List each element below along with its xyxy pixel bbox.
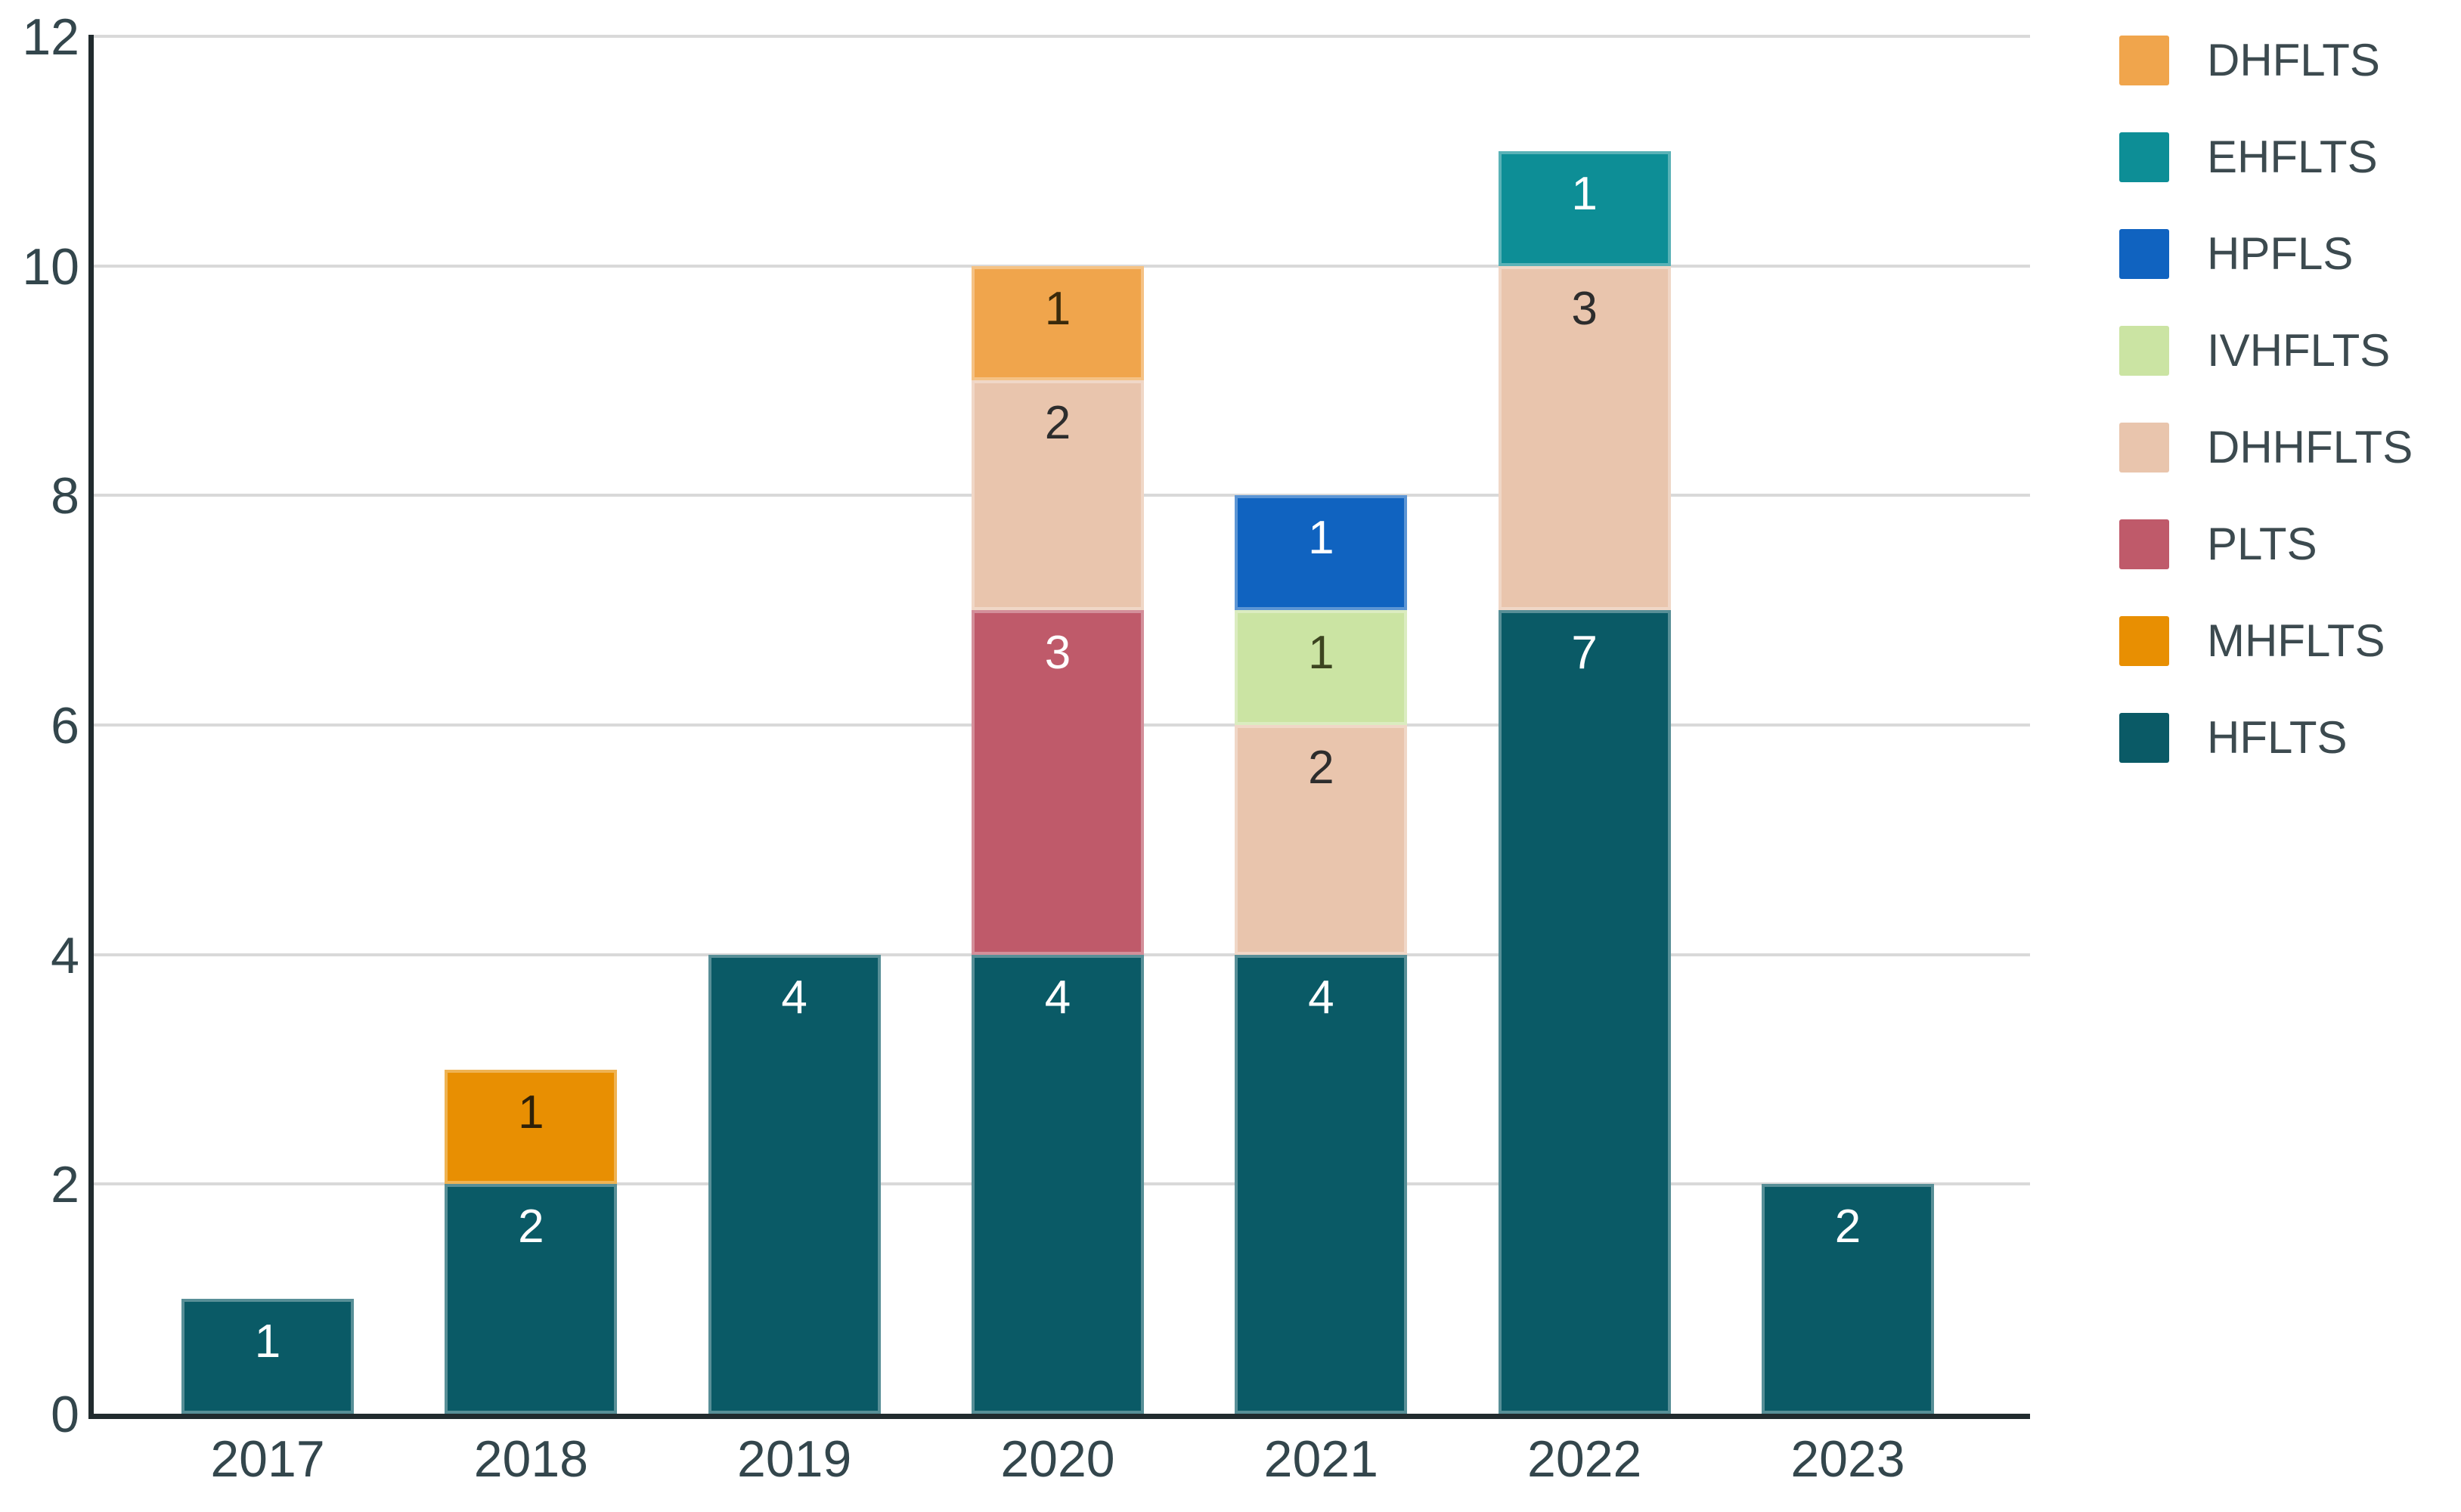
y-tick-label-2: 2 — [51, 1156, 79, 1214]
bar-value-label-2020-PLTS: 3 — [1044, 627, 1071, 680]
legend-swatch-DHFLTS — [2119, 36, 2169, 85]
bar-segment-2022-EHFLTS: 1 — [1498, 150, 1671, 266]
bar-2022: 1 3 7 — [1498, 150, 1671, 1414]
bar-segment-2021-HFLTS: 4 — [1235, 954, 1408, 1414]
bar-segment-2018-MHFLTS: 1 — [445, 1069, 618, 1185]
bar-value-label-2022-DHHFLTS: 3 — [1571, 282, 1598, 335]
legend-swatch-HPFLS — [2119, 229, 2169, 279]
legend-item-IVHFLTS: IVHFLTS — [2119, 326, 2390, 376]
bar-value-label-2021-HFLTS: 4 — [1308, 971, 1334, 1024]
bar-segment-2018-HFLTS: 2 — [445, 1184, 618, 1414]
x-tick-label-2022: 2022 — [1527, 1430, 1642, 1488]
legend-swatch-IVHFLTS — [2119, 326, 2169, 376]
legend-label-HFLTS: HFLTS — [2207, 712, 2348, 763]
legend-label-DHFLTS: DHFLTS — [2207, 35, 2380, 85]
legend-item-MHFLTS: MHFLTS — [2119, 616, 2385, 666]
legend-label-PLTS: PLTS — [2207, 519, 2317, 569]
y-axis-line — [88, 35, 94, 1419]
y-tick-label-4: 4 — [51, 926, 79, 984]
x-tick-label-2019: 2019 — [737, 1430, 852, 1488]
bar-segment-2020-PLTS: 3 — [971, 610, 1144, 955]
bar-segment-2017-HFLTS: 1 — [181, 1299, 354, 1414]
bar-value-label-2021-IVHFLTS: 1 — [1308, 627, 1334, 680]
bar-value-label-2018-MHFLTS: 1 — [518, 1086, 544, 1139]
bar-value-label-2022-HFLTS: 7 — [1571, 627, 1598, 680]
legend-label-HPFLS: HPFLS — [2207, 228, 2354, 279]
legend-swatch-HFLTS — [2119, 713, 2169, 763]
bar-segment-2020-HFLTS: 4 — [971, 954, 1144, 1414]
bar-2020: 1 2 3 4 — [971, 265, 1144, 1414]
bar-segment-2022-DHHFLTS: 3 — [1498, 265, 1671, 611]
legend-swatch-PLTS — [2119, 519, 2169, 569]
bar-segment-2020-DHFLTS: 1 — [971, 265, 1144, 381]
x-tick-label-2017: 2017 — [210, 1430, 325, 1488]
bar-2023: 2 — [1761, 1184, 1934, 1414]
bar-value-label-2017-HFLTS: 1 — [254, 1315, 281, 1368]
bar-value-label-2021-HPFLS: 1 — [1308, 512, 1334, 565]
legend-label-IVHFLTS: IVHFLTS — [2207, 325, 2391, 376]
legend-item-EHFLTS: EHFLTS — [2119, 132, 2378, 182]
x-tick-label-2020: 2020 — [1000, 1430, 1115, 1488]
legend-item-DHFLTS: DHFLTS — [2119, 36, 2380, 85]
bar-2017: 1 — [181, 1299, 354, 1414]
bar-segment-2019-HFLTS: 4 — [708, 954, 881, 1414]
bar-segment-2023-HFLTS: 2 — [1761, 1184, 1934, 1414]
bar-2019: 4 — [708, 954, 881, 1414]
bar-value-label-2020-HFLTS: 4 — [1044, 971, 1071, 1024]
x-tick-label-2023: 2023 — [1790, 1430, 1905, 1488]
bar-2021: 1 1 2 4 — [1235, 495, 1408, 1414]
legend-item-HFLTS: HFLTS — [2119, 713, 2348, 763]
legend-item-PLTS: PLTS — [2119, 519, 2317, 569]
x-tick-label-2021: 2021 — [1263, 1430, 1378, 1488]
legend-label-MHFLTS: MHFLTS — [2207, 615, 2385, 666]
legend-label-EHFLTS: EHFLTS — [2207, 132, 2378, 182]
legend-label-DHHFLTS: DHHFLTS — [2207, 422, 2413, 472]
y-tick-label-10: 10 — [22, 237, 79, 296]
bar-segment-2021-DHHFLTS: 2 — [1235, 724, 1408, 955]
bar-value-label-2019-HFLTS: 4 — [781, 971, 807, 1024]
y-tick-label-8: 8 — [51, 467, 79, 525]
bar-value-label-2020-DHHFLTS: 2 — [1044, 397, 1071, 450]
bar-value-label-2021-DHHFLTS: 2 — [1308, 741, 1334, 794]
bar-segment-2020-DHHFLTS: 2 — [971, 380, 1144, 611]
bar-value-label-2018-HFLTS: 2 — [518, 1201, 544, 1253]
bar-value-label-2022-EHFLTS: 1 — [1571, 167, 1598, 220]
legend-swatch-EHFLTS — [2119, 132, 2169, 182]
bar-value-label-2023-HFLTS: 2 — [1834, 1201, 1861, 1253]
x-tick-label-2018: 2018 — [473, 1430, 588, 1488]
legend-swatch-DHHFLTS — [2119, 423, 2169, 472]
y-tick-label-12: 12 — [22, 8, 79, 66]
legend-swatch-MHFLTS — [2119, 616, 2169, 666]
bar-segment-2021-IVHFLTS: 1 — [1235, 610, 1408, 725]
bar-segment-2022-HFLTS: 7 — [1498, 610, 1671, 1414]
x-axis-line — [88, 1414, 2030, 1419]
bar-segment-2021-HPFLS: 1 — [1235, 495, 1408, 611]
gridline-y-12 — [92, 35, 2030, 38]
y-tick-label-0: 0 — [51, 1386, 79, 1443]
legend-item-HPFLS: HPFLS — [2119, 229, 2353, 279]
legend-item-DHHFLTS: DHHFLTS — [2119, 423, 2413, 472]
y-tick-label-6: 6 — [51, 697, 79, 754]
bar-value-label-2020-DHFLTS: 1 — [1044, 282, 1071, 335]
